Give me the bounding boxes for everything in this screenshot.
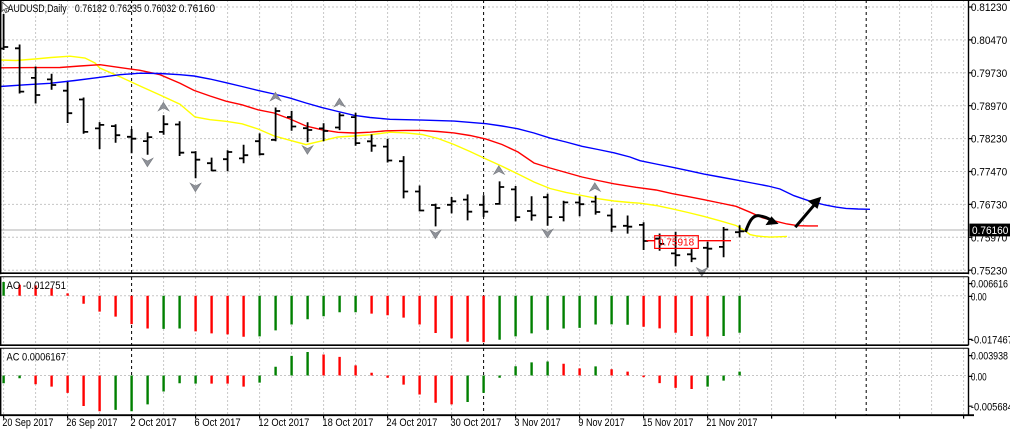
- svg-text:AUDUSD,Daily: AUDUSD,Daily: [8, 3, 67, 15]
- svg-text:0.003938: 0.003938: [971, 351, 1008, 363]
- svg-text:0.006616: 0.006616: [971, 279, 1008, 291]
- svg-text:2 Oct 2017: 2 Oct 2017: [130, 417, 176, 429]
- svg-text:0.76235: 0.76235: [110, 3, 142, 15]
- svg-text:0.76160: 0.76160: [179, 3, 215, 15]
- svg-text:21 Nov 2017: 21 Nov 2017: [706, 417, 757, 429]
- svg-text:30 Oct 2017: 30 Oct 2017: [450, 417, 501, 429]
- svg-text:AO -0.012751: AO -0.012751: [7, 280, 66, 292]
- svg-text:9 Nov 2017: 9 Nov 2017: [578, 417, 624, 429]
- svg-text:0.81230: 0.81230: [971, 2, 1007, 14]
- svg-text:20 Sep 2017: 20 Sep 2017: [2, 417, 53, 429]
- svg-text:0.76032: 0.76032: [144, 3, 176, 15]
- svg-text:0.79730: 0.79730: [971, 68, 1007, 80]
- svg-text:0.75918: 0.75918: [658, 238, 695, 249]
- svg-text:0.77470: 0.77470: [971, 167, 1007, 179]
- svg-text:-0.005684: -0.005684: [971, 401, 1010, 413]
- svg-text:18 Oct 2017: 18 Oct 2017: [322, 417, 373, 429]
- svg-text:24 Oct 2017: 24 Oct 2017: [386, 417, 437, 429]
- svg-text:12 Oct 2017: 12 Oct 2017: [258, 417, 309, 429]
- svg-text:0.00: 0.00: [971, 371, 987, 383]
- svg-text:0.75230: 0.75230: [971, 265, 1007, 277]
- svg-text:26 Sep 2017: 26 Sep 2017: [66, 417, 117, 429]
- svg-text:15 Nov 2017: 15 Nov 2017: [642, 417, 693, 429]
- svg-text:0.80470: 0.80470: [971, 35, 1007, 47]
- svg-text:6 Oct 2017: 6 Oct 2017: [194, 417, 240, 429]
- svg-text:-0.017467: -0.017467: [971, 334, 1010, 346]
- svg-text:AC 0.0006167: AC 0.0006167: [7, 351, 66, 363]
- svg-text:0.76160: 0.76160: [972, 225, 1008, 237]
- svg-text:3 Nov 2017: 3 Nov 2017: [514, 417, 560, 429]
- svg-text:0.00: 0.00: [971, 291, 987, 303]
- svg-text:0.78230: 0.78230: [971, 134, 1007, 146]
- svg-text:0.76182: 0.76182: [75, 3, 107, 15]
- svg-text:0.76730: 0.76730: [971, 199, 1007, 211]
- svg-text:0.78970: 0.78970: [971, 101, 1007, 113]
